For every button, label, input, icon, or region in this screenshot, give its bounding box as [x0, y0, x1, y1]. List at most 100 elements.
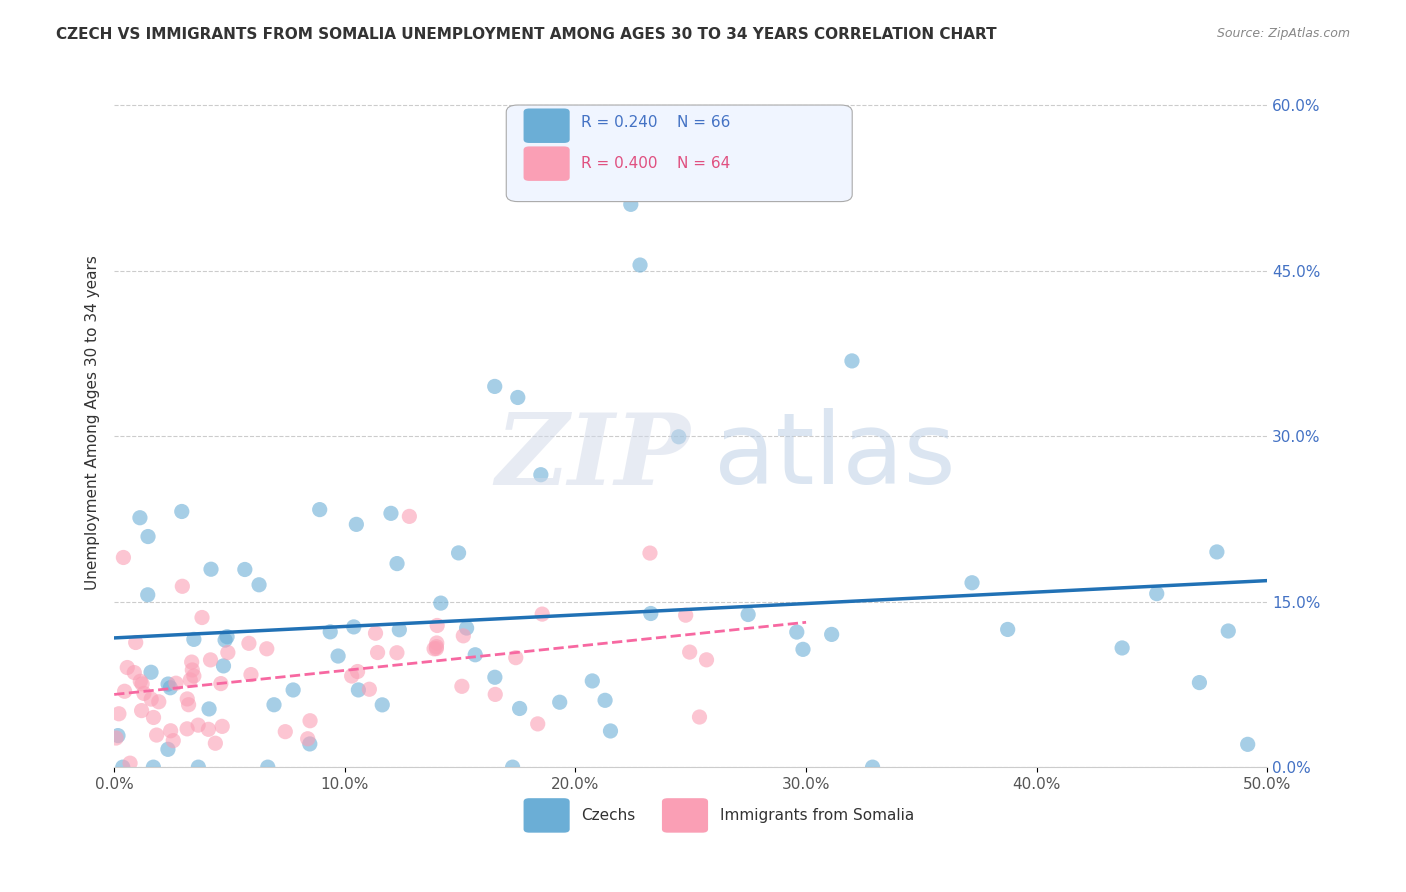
- Y-axis label: Unemployment Among Ages 30 to 34 years: Unemployment Among Ages 30 to 34 years: [86, 255, 100, 590]
- Immigrants from Somalia: [141, 692, 163, 706]
- Czechs: [1188, 675, 1211, 690]
- Czechs: [1236, 737, 1258, 751]
- Czechs: [111, 760, 134, 774]
- Immigrants from Somalia: [165, 676, 187, 690]
- Czechs: [136, 588, 159, 602]
- Immigrants from Somalia: [346, 665, 368, 679]
- Czechs: [484, 379, 506, 393]
- Czechs: [343, 620, 366, 634]
- Czechs: [841, 354, 863, 368]
- Czechs: [136, 530, 159, 544]
- Immigrants from Somalia: [340, 669, 363, 683]
- FancyBboxPatch shape: [523, 109, 569, 143]
- Immigrants from Somalia: [398, 509, 420, 524]
- Immigrants from Somalia: [180, 655, 202, 669]
- Immigrants from Somalia: [183, 669, 205, 683]
- Czechs: [212, 659, 235, 673]
- Czechs: [256, 760, 278, 774]
- Czechs: [142, 760, 165, 774]
- FancyBboxPatch shape: [523, 146, 569, 181]
- Czechs: [548, 695, 571, 709]
- Text: Immigrants from Somalia: Immigrants from Somalia: [720, 808, 914, 823]
- Czechs: [344, 517, 367, 532]
- Immigrants from Somalia: [423, 641, 446, 656]
- Czechs: [200, 562, 222, 576]
- Czechs: [997, 623, 1019, 637]
- Czechs: [484, 670, 506, 684]
- Czechs: [247, 578, 270, 592]
- Czechs: [129, 510, 152, 524]
- Immigrants from Somalia: [638, 546, 661, 560]
- Immigrants from Somalia: [256, 641, 278, 656]
- Immigrants from Somalia: [197, 723, 219, 737]
- Immigrants from Somalia: [689, 710, 711, 724]
- Czechs: [1146, 587, 1168, 601]
- Czechs: [159, 681, 181, 695]
- FancyBboxPatch shape: [662, 798, 709, 832]
- Immigrants from Somalia: [367, 646, 389, 660]
- Immigrants from Somalia: [105, 731, 128, 745]
- Czechs: [737, 607, 759, 622]
- Czechs: [620, 197, 643, 211]
- Immigrants from Somalia: [209, 676, 232, 690]
- Immigrants from Somalia: [675, 608, 697, 623]
- Immigrants from Somalia: [124, 665, 146, 680]
- Immigrants from Somalia: [299, 714, 322, 728]
- Immigrants from Somalia: [114, 684, 136, 698]
- Text: Source: ZipAtlas.com: Source: ZipAtlas.com: [1216, 27, 1350, 40]
- Immigrants from Somalia: [297, 731, 319, 746]
- Czechs: [1111, 640, 1133, 655]
- Immigrants from Somalia: [200, 653, 222, 667]
- Immigrants from Somalia: [426, 618, 449, 632]
- Czechs: [156, 742, 179, 756]
- Immigrants from Somalia: [274, 724, 297, 739]
- Immigrants from Somalia: [364, 626, 387, 640]
- Czechs: [960, 575, 983, 590]
- Immigrants from Somalia: [142, 710, 165, 724]
- Immigrants from Somalia: [679, 645, 702, 659]
- Immigrants from Somalia: [426, 636, 449, 650]
- Czechs: [187, 760, 209, 774]
- Czechs: [183, 632, 205, 647]
- Czechs: [347, 682, 370, 697]
- Czechs: [581, 673, 603, 688]
- Czechs: [456, 621, 478, 635]
- Immigrants from Somalia: [176, 692, 198, 706]
- Immigrants from Somalia: [181, 663, 204, 677]
- Text: R = 0.240    N = 66: R = 0.240 N = 66: [581, 115, 731, 129]
- Immigrants from Somalia: [191, 610, 214, 624]
- Czechs: [388, 623, 411, 637]
- Czechs: [1205, 545, 1227, 559]
- Immigrants from Somalia: [132, 686, 155, 700]
- Immigrants from Somalia: [217, 646, 239, 660]
- Immigrants from Somalia: [145, 728, 167, 742]
- Immigrants from Somalia: [211, 719, 233, 733]
- Czechs: [464, 648, 486, 662]
- Immigrants from Somalia: [131, 677, 153, 691]
- Immigrants from Somalia: [453, 629, 475, 643]
- Immigrants from Somalia: [176, 722, 198, 736]
- Immigrants from Somalia: [187, 718, 209, 732]
- Czechs: [786, 625, 808, 640]
- Immigrants from Somalia: [425, 641, 447, 656]
- Immigrants from Somalia: [505, 650, 527, 665]
- Immigrants from Somalia: [359, 682, 381, 697]
- Czechs: [157, 677, 180, 691]
- Czechs: [263, 698, 285, 712]
- Czechs: [319, 624, 342, 639]
- Immigrants from Somalia: [238, 636, 260, 650]
- Czechs: [821, 627, 844, 641]
- Czechs: [326, 648, 349, 663]
- Czechs: [668, 430, 690, 444]
- Czechs: [430, 596, 453, 610]
- Immigrants from Somalia: [129, 674, 152, 689]
- Czechs: [509, 701, 531, 715]
- Czechs: [371, 698, 394, 712]
- Czechs: [628, 258, 651, 272]
- Immigrants from Somalia: [117, 660, 139, 674]
- Czechs: [217, 630, 239, 644]
- Immigrants from Somalia: [125, 635, 148, 649]
- Czechs: [170, 504, 193, 518]
- Czechs: [506, 391, 529, 405]
- Czechs: [502, 760, 524, 774]
